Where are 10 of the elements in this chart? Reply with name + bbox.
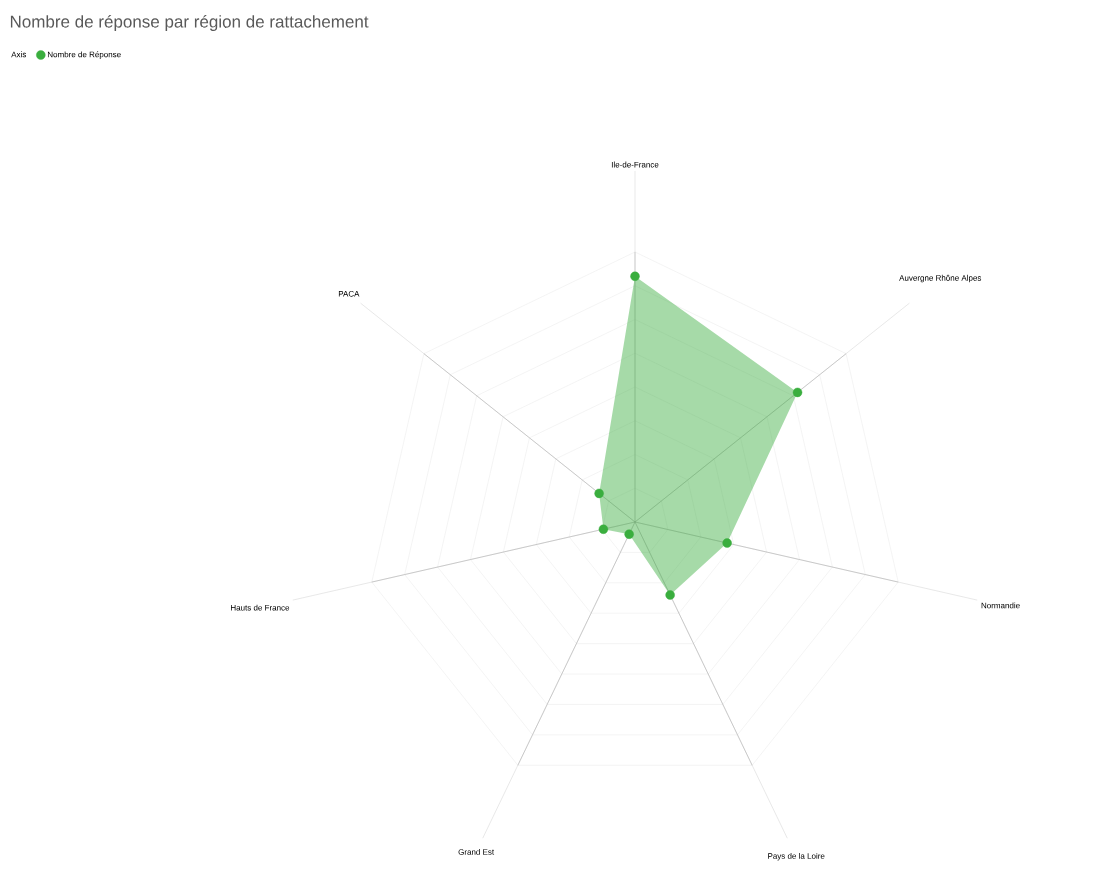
spoke-label: Pays de la Loire <box>768 852 825 861</box>
spoke-label: Normandie <box>981 602 1020 609</box>
spoke-label: Ile-de-France <box>611 161 659 168</box>
legend-label: Nombre de Réponse <box>47 51 121 59</box>
spoke-label: PACA <box>338 290 360 297</box>
spoke-label: Hauts de France <box>231 604 290 611</box>
spoke-label: Auvergne Rhône Alpes <box>899 274 982 283</box>
spoke-label: Grand Est <box>458 848 495 855</box>
legend-title: Axis <box>11 51 27 58</box>
chart-title: Nombre de réponse par région de rattachement <box>10 14 369 32</box>
